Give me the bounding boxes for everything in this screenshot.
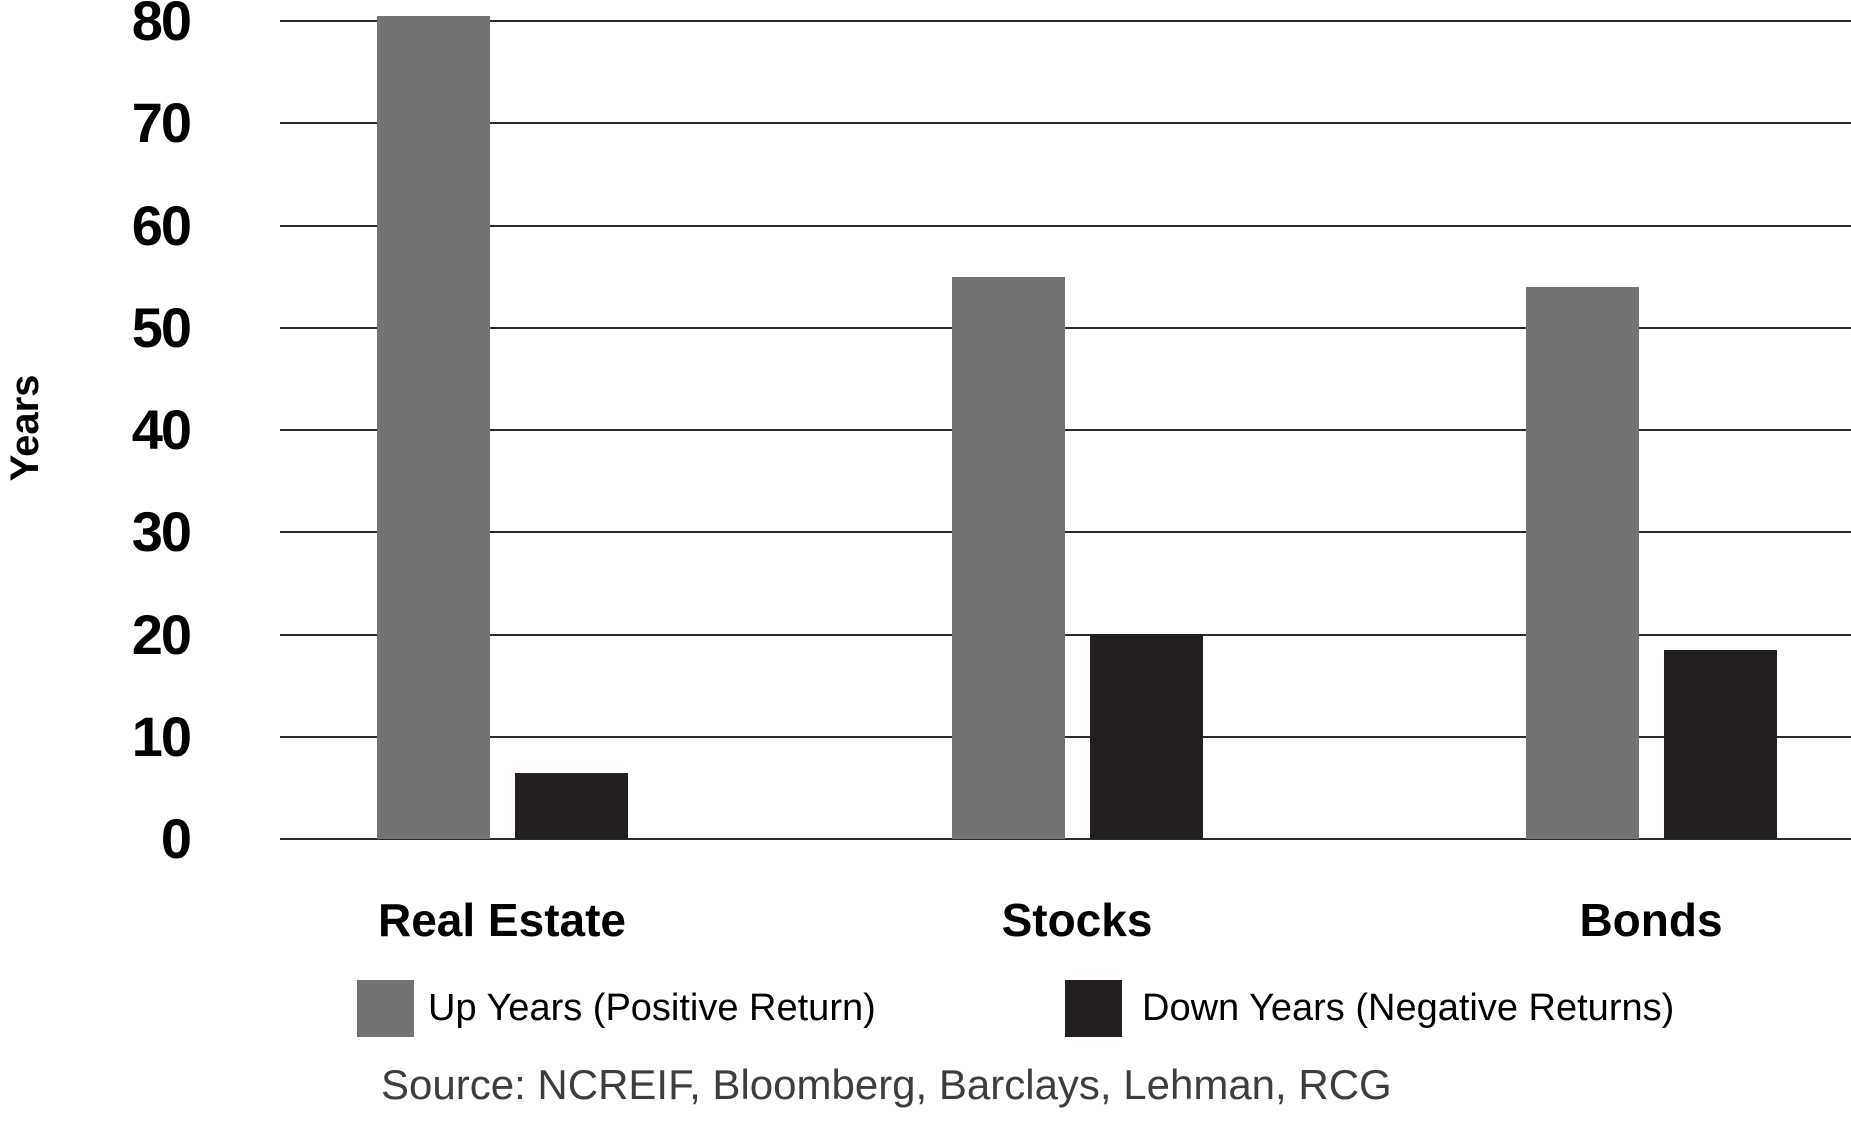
y-tick-label-0: 0 (160, 807, 192, 870)
gridline-40 (280, 429, 1851, 431)
category-label-bonds: Bonds (1579, 894, 1723, 946)
legend-label-down-years-negative-returns: Down Years (Negative Returns) (1142, 987, 1675, 1029)
bar-stocks-up-years (951, 277, 1065, 839)
gridline-50 (280, 327, 1851, 329)
bar-bonds-down-years (1663, 650, 1777, 839)
category-label-real-estate: Real Estate (377, 894, 626, 946)
gridline-30 (280, 531, 1851, 533)
legend-label-up-years-positive-return: Up Years (Positive Return) (428, 987, 876, 1029)
gridline-70 (280, 122, 1851, 124)
y-tick-label-50: 50 (131, 296, 192, 359)
category-label-stocks: Stocks (1001, 894, 1153, 946)
y-tick-label-10: 10 (131, 705, 192, 768)
y-tick-label-80: 80 (131, 0, 192, 52)
bar-stocks-down-years (1089, 634, 1203, 839)
bar-bonds-up-years (1525, 287, 1639, 839)
y-tick-label-20: 20 (131, 603, 192, 666)
gridline-10 (280, 736, 1851, 738)
bar-real-estate-down-years (514, 773, 628, 839)
legend-swatch-up-years-positive-return (357, 980, 414, 1037)
gridline-60 (280, 225, 1851, 227)
source-note: Source: NCREIF, Bloomberg, Barclays, Leh… (381, 1061, 1392, 1108)
bar-real-estate-up-years (376, 16, 490, 839)
y-tick-label-60: 60 (131, 194, 192, 257)
y-tick-label-70: 70 (131, 91, 192, 154)
y-tick-label-40: 40 (131, 398, 192, 461)
gridline-20 (280, 634, 1851, 636)
x-axis-baseline (280, 838, 1851, 840)
y-tick-label-30: 30 (131, 500, 192, 563)
legend-swatch-down-years-negative-returns (1065, 980, 1122, 1037)
gridline-80 (280, 20, 1851, 22)
